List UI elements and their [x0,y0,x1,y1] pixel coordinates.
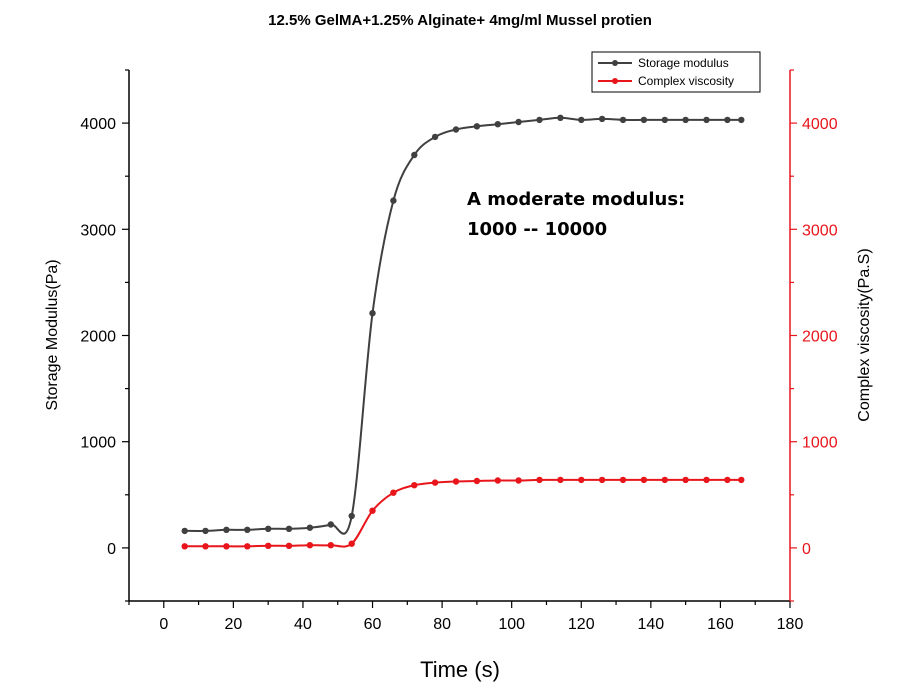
data-point-storage-modulus [348,512,355,520]
x-tick-label: 0 [159,616,168,633]
axes: 0 20 40 60 80 100 120 140 160 180 0 1000 2000 3000 400… [44,69,873,682]
y-tick-label: 1000 [80,435,116,452]
data-point-storage-modulus [536,116,543,124]
x-tick-label: 40 [294,616,312,633]
legend-marker-storage-modulus [612,60,618,66]
legend-box [591,51,761,93]
data-point-storage-modulus [369,310,376,317]
legend-label-storage-modulus: Storage modulus [638,56,729,70]
plot-area [181,114,745,550]
data-point-complex-viscosity [181,543,188,550]
data-point-complex-viscosity [536,476,543,484]
x-tick-label: 140 [637,616,664,633]
data-point-complex-viscosity [682,476,689,484]
data-point-complex-viscosity [390,489,397,496]
data-point-complex-viscosity [411,482,418,489]
y2-tick-label: 1000 [802,435,838,452]
data-point-complex-viscosity [431,479,439,486]
y2-tick-label: 2000 [802,329,838,346]
legend: Storage modulus Complex viscosity [591,51,761,93]
x-tick-label: 180 [777,616,804,633]
data-point-storage-modulus [703,116,710,124]
x-tick-label: 120 [568,616,595,633]
chart-title: 12.5% GelMA+1.25% Alginate+ 4mg/ml Musse… [268,12,652,29]
data-point-complex-viscosity [724,476,731,484]
annotation-line-2: 1000 -- 10000 [467,219,607,240]
series-line-complex-viscosity [184,478,742,548]
data-point-storage-modulus [431,133,439,141]
data-point-complex-viscosity [738,476,745,484]
data-point-storage-modulus [494,121,501,128]
data-point-complex-viscosity [619,476,627,484]
y2-tick-label: 0 [802,541,811,558]
y-tick-label: 3000 [80,222,116,239]
x-tick-label: 160 [707,616,734,633]
data-point-complex-viscosity [703,476,710,484]
y2-axis-label: Complex viscosity(Pa.S) [856,248,873,421]
x-axis-label: Time (s) [420,657,500,682]
x-tick-label: 80 [433,616,451,633]
data-point-complex-viscosity [327,542,334,549]
data-point-complex-viscosity [640,476,648,484]
data-point-storage-modulus [223,526,230,533]
data-point-storage-modulus [578,116,585,124]
data-point-storage-modulus [452,126,460,133]
data-point-storage-modulus [265,525,272,532]
data-point-complex-viscosity [223,543,230,550]
data-point-storage-modulus [661,116,668,124]
data-point-complex-viscosity [369,507,376,514]
y-axis-label: Storage Modulus(Pa) [44,259,61,410]
y2-tick-label: 3000 [802,222,838,239]
data-point-storage-modulus [411,151,418,159]
data-point-complex-viscosity [557,476,564,484]
data-point-storage-modulus [181,527,188,535]
data-point-complex-viscosity [515,477,522,484]
annotation-line-1: A moderate modulus: [467,189,685,210]
x-tick-label: 60 [364,616,382,633]
y-tick-label: 4000 [80,116,116,133]
data-point-storage-modulus [390,197,397,204]
data-point-storage-modulus [202,527,209,535]
data-point-storage-modulus [640,116,648,124]
y-tick-label: 0 [107,541,116,558]
y2-tick-label: 4000 [802,116,838,133]
data-point-complex-viscosity [494,477,501,484]
data-point-complex-viscosity [578,476,585,484]
data-point-storage-modulus [473,123,481,130]
data-point-complex-viscosity [244,543,251,550]
data-point-complex-viscosity [473,477,481,485]
data-point-complex-viscosity [348,540,355,547]
data-point-complex-viscosity [202,543,209,550]
data-point-storage-modulus [738,116,745,124]
data-point-storage-modulus [515,118,522,126]
data-point-storage-modulus [557,114,564,122]
data-point-storage-modulus [306,524,314,531]
data-point-storage-modulus [724,116,731,124]
data-point-complex-viscosity [598,476,606,484]
data-point-complex-viscosity [452,478,460,485]
data-point-complex-viscosity [265,542,272,549]
data-point-storage-modulus [327,521,334,528]
data-point-storage-modulus [682,116,689,124]
legend-marker-complex-viscosity [612,78,618,84]
data-point-complex-viscosity [306,542,314,549]
series-line-storage-modulus [184,116,742,535]
y-tick-label: 2000 [80,329,116,346]
x-tick-label: 100 [498,616,525,633]
data-point-storage-modulus [619,116,627,124]
data-point-storage-modulus [244,526,251,533]
data-point-complex-viscosity [661,476,668,484]
data-point-complex-viscosity [285,542,293,549]
x-tick-label: 20 [224,616,242,633]
data-point-storage-modulus [285,525,293,532]
data-point-storage-modulus [598,115,606,123]
legend-label-complex-viscosity: Complex viscosity [638,74,734,88]
